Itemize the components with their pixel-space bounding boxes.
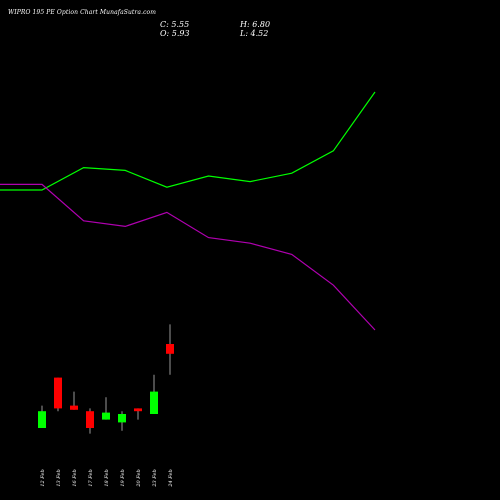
upper-band-line — [0, 91, 376, 191]
candles-layer — [38, 324, 174, 434]
x-tick-label: 19 Feb — [120, 469, 126, 486]
x-tick-label: 20 Feb — [136, 469, 142, 487]
x-tick-label: 23 Feb — [152, 469, 158, 487]
x-tick-label: 12 Feb — [40, 469, 46, 486]
candle-body-9 — [166, 344, 174, 354]
candle-body-1 — [38, 411, 46, 428]
x-tick-label: 16 Feb — [72, 469, 78, 486]
x-tick-label: 13 Feb — [56, 469, 62, 486]
candle-body-5 — [102, 412, 110, 420]
candle-body-6 — [118, 414, 126, 423]
chart-title: WIPRO 195 PE Option Chart MunafaSutra.co… — [8, 9, 157, 16]
candle-body-4 — [86, 411, 94, 428]
candle-body-7 — [134, 408, 142, 412]
candle-body-8 — [150, 391, 158, 414]
close-value: C: 5.55 — [160, 20, 190, 29]
x-axis-labels: 12 Feb 13 Feb 16 Feb 17 Feb 18 Feb 19 Feb 20 F… — [40, 469, 174, 487]
x-tick-label: 24 Feb — [168, 469, 174, 487]
open-value: O: 5.93 — [160, 29, 190, 38]
lower-band-line — [0, 183, 376, 331]
x-tick-label: 18 Feb — [104, 469, 110, 486]
high-value: H: 6.80 — [240, 20, 271, 29]
candle-body-3 — [70, 405, 78, 410]
bands-layer — [0, 91, 376, 331]
low-value: L: 4.52 — [240, 29, 269, 38]
candle-body-2 — [54, 377, 62, 409]
x-tick-label: 17 Feb — [88, 469, 94, 486]
